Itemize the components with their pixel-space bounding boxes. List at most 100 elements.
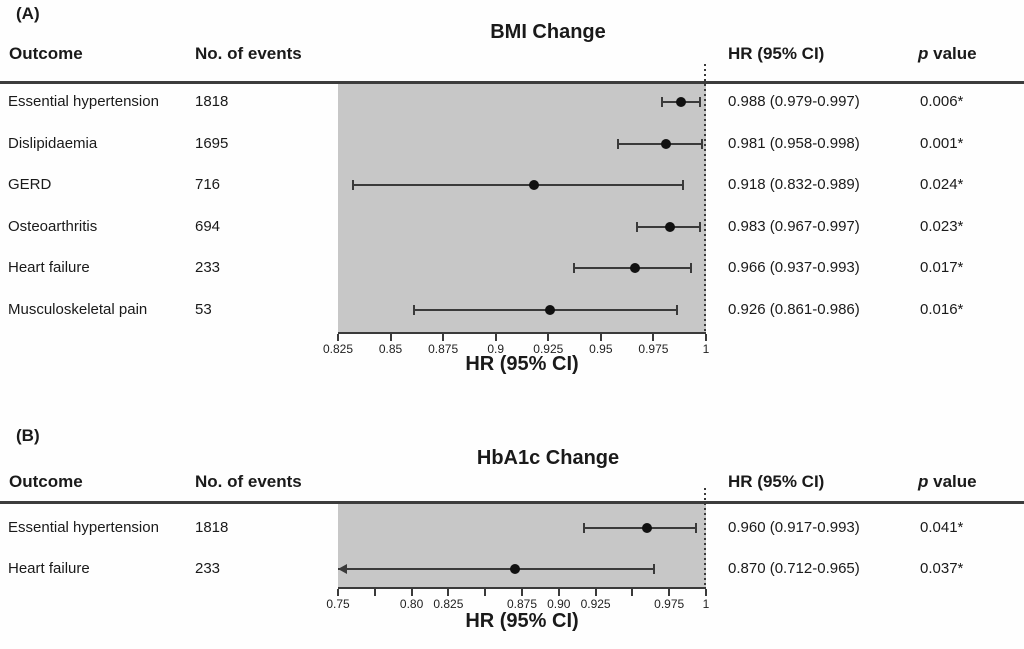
column-header-pvalue: p value [918, 44, 977, 64]
plot-area [338, 84, 706, 334]
x-axis-tick-label: 0.9 [487, 342, 505, 356]
x-axis-tick-label: 0.85 [378, 342, 403, 356]
panel-label: (B) [16, 426, 40, 445]
x-axis-tick [442, 334, 445, 341]
ci-cap-low [351, 180, 354, 190]
outcome-cell: Essential hypertension [8, 93, 159, 110]
column-header-events: No. of events [195, 44, 302, 63]
column-header-outcome: Outcome [9, 472, 83, 491]
panel-title: BMI Change [490, 21, 606, 43]
p-value-cell: 0.016* [920, 300, 964, 318]
x-axis-tick [389, 334, 392, 341]
hr-ci-cell: 0.988 (0.979-0.997) [728, 93, 860, 110]
x-axis-tick-label: 0.825 [433, 597, 464, 611]
reference-line-hr-1 [704, 64, 706, 334]
column-header-hr: HR (95% CI) [728, 472, 825, 491]
outcome-cell: Essential hypertension [8, 519, 159, 536]
hr-point-marker [528, 180, 539, 190]
outcome-cell: Musculoskeletal pain [8, 300, 148, 318]
p-value-cell: 0.024* [920, 176, 964, 193]
x-axis-tick [668, 589, 671, 596]
x-axis-tick [705, 589, 707, 596]
x-axis-tick [410, 589, 413, 596]
events-cell: 716 [195, 176, 221, 193]
reference-line-hr-1 [704, 488, 706, 589]
hr-ci-cell: 0.926 (0.861-0.986) [728, 300, 860, 318]
x-axis-tick [447, 589, 450, 596]
events-cell: 1818 [195, 93, 229, 110]
ci-cap-low [572, 263, 575, 273]
x-axis-tick-label: 0.925 [580, 597, 611, 611]
hr-point-marker [545, 304, 556, 315]
hr-ci-cell: 0.870 (0.712-0.965) [728, 560, 860, 577]
events-cell: 233 [195, 560, 221, 577]
x-axis-tick [337, 334, 339, 341]
ci-cap-high [698, 221, 701, 232]
x-axis-title: HR (95% CI) [465, 353, 579, 375]
ci-cap-high [681, 180, 684, 190]
p-italic-label: p [918, 44, 929, 63]
x-axis-tick-label: 0.975 [638, 342, 669, 356]
ci-cap-low [660, 97, 663, 107]
p-value-label-rest: value [928, 44, 977, 63]
x-axis-tick [337, 589, 339, 596]
panel-label: (A) [16, 4, 40, 23]
ci-cap-low [616, 138, 619, 149]
x-axis-tick [705, 334, 707, 341]
outcome-cell: Dislipidaemia [8, 134, 98, 152]
column-header-hr: HR (95% CI) [728, 44, 825, 63]
x-axis-tick-label: 1 [702, 342, 710, 356]
p-value-cell: 0.001* [920, 134, 964, 152]
x-axis-tick-label: 0.975 [654, 597, 685, 611]
hr-ci-cell: 0.983 (0.967-0.997) [728, 217, 860, 235]
x-axis-tick [594, 589, 597, 596]
x-axis-tick-label: 0.825 [322, 342, 354, 356]
p-value-cell: 0.006* [920, 93, 964, 110]
hr-point-marker [629, 263, 640, 273]
plot-area [338, 504, 706, 589]
x-axis-tick-label: 0.95 [589, 342, 613, 356]
hr-point-marker [661, 138, 672, 149]
panel-title: HbA1c Change [476, 447, 620, 469]
x-axis-tick-label: 0.875 [506, 597, 538, 611]
x-axis-tick [599, 334, 602, 341]
ci-whisker [617, 142, 702, 145]
hr-point-marker [509, 564, 520, 574]
hr-point-marker [642, 523, 653, 533]
p-value-label-rest: value [928, 472, 977, 491]
header-rule [0, 501, 1024, 504]
x-axis-tick-label: 0.80 [399, 597, 424, 611]
p-value-cell: 0.041* [920, 519, 964, 536]
hr-point-marker [665, 221, 676, 232]
x-axis-tick [631, 589, 634, 596]
events-cell: 53 [195, 300, 212, 318]
x-axis-tick-label: 0.925 [533, 342, 564, 356]
events-cell: 694 [195, 217, 221, 235]
x-axis-tick-label: 1 [702, 597, 710, 611]
events-cell: 1695 [195, 134, 229, 152]
outcome-cell: Osteoarthritis [8, 217, 98, 235]
x-axis-tick [521, 589, 523, 596]
column-header-outcome: Outcome [9, 44, 83, 63]
x-axis-tick-label: 0.875 [428, 342, 459, 356]
x-axis-tick [484, 589, 487, 596]
column-header-pvalue: p value [918, 472, 977, 492]
hr-point-marker [675, 97, 686, 107]
x-axis-tick [494, 334, 497, 341]
p-value-cell: 0.017* [920, 259, 964, 276]
hr-ci-cell: 0.981 (0.958-0.998) [728, 134, 860, 152]
events-cell: 233 [195, 259, 221, 276]
p-value-cell: 0.037* [920, 560, 964, 577]
ci-cap-high [653, 564, 656, 574]
x-axis-tick [547, 334, 550, 341]
events-cell: 1818 [195, 519, 229, 536]
outcome-cell: Heart failure [8, 560, 90, 577]
ci-whisker [583, 527, 696, 529]
ci-whisker [338, 568, 655, 570]
panel-hba1c-change: (B) HbA1c Change Outcome No. of events H… [0, 422, 1024, 649]
ci-whisker [352, 184, 683, 186]
ci-cap-high [698, 97, 701, 107]
outcome-cell: GERD [8, 176, 52, 193]
ci-whisker [413, 308, 677, 311]
